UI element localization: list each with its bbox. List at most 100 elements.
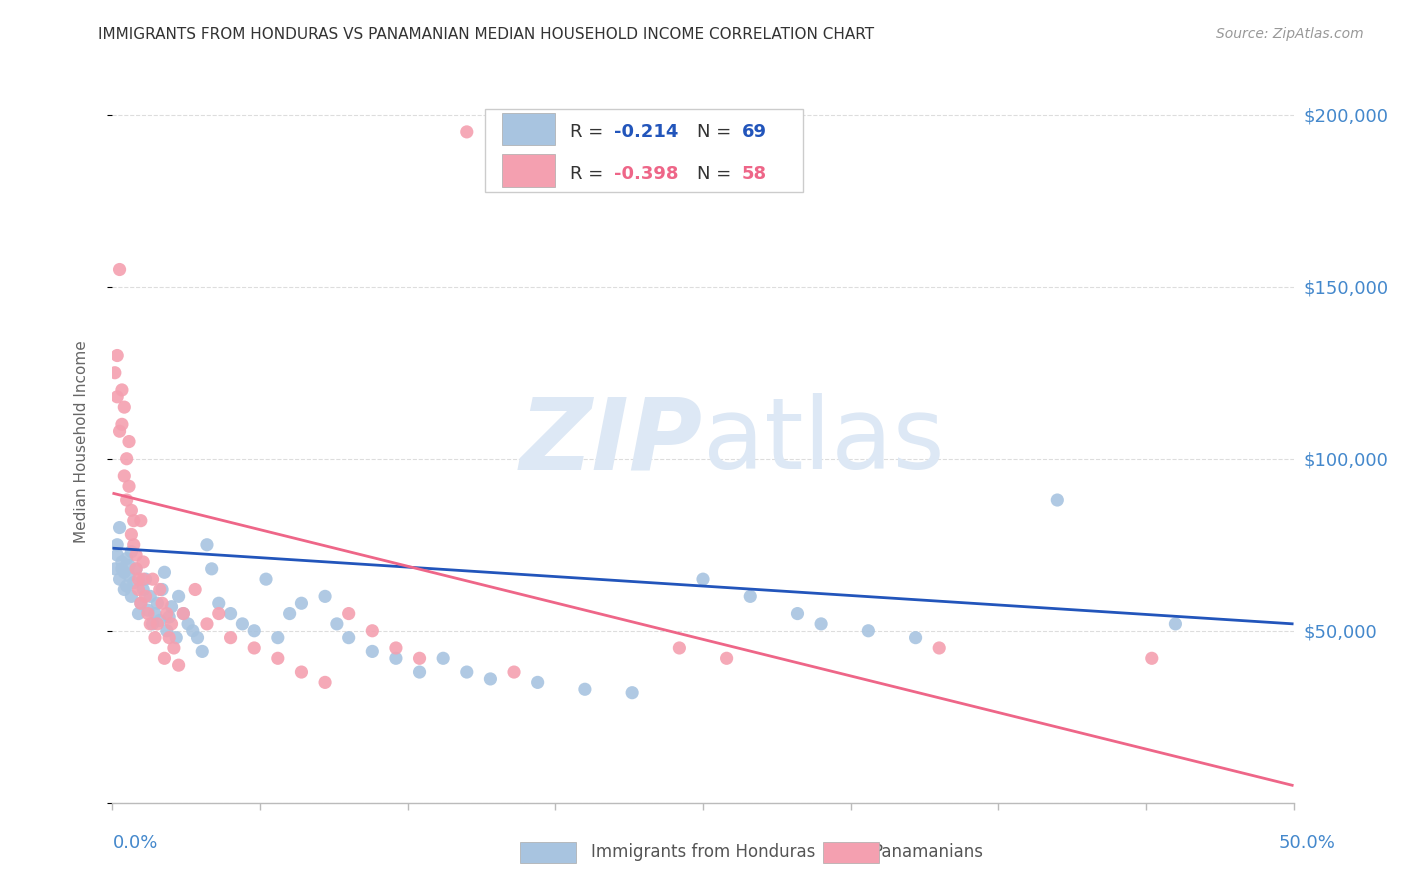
Point xyxy=(104,562,127,576)
Text: Source: ZipAtlas.com: Source: ZipAtlas.com xyxy=(1216,27,1364,41)
Point xyxy=(786,607,808,621)
Point xyxy=(1164,616,1187,631)
Point xyxy=(122,514,145,528)
Point xyxy=(129,596,152,610)
Point xyxy=(132,572,155,586)
Text: ZIP: ZIP xyxy=(520,393,703,490)
Point xyxy=(167,590,190,604)
Point xyxy=(456,665,478,679)
Point xyxy=(157,631,180,645)
Point xyxy=(184,582,207,597)
Point xyxy=(112,582,135,597)
Point xyxy=(108,262,131,277)
Text: Immigrants from Honduras: Immigrants from Honduras xyxy=(591,843,815,861)
Point xyxy=(108,424,131,438)
Point xyxy=(314,590,336,604)
Point xyxy=(125,562,148,576)
Point xyxy=(177,616,200,631)
Point xyxy=(150,596,173,610)
Point xyxy=(165,631,187,645)
Point xyxy=(120,503,142,517)
Point xyxy=(153,566,176,580)
FancyBboxPatch shape xyxy=(485,109,803,193)
Point xyxy=(132,582,155,597)
Point xyxy=(111,417,134,432)
Point xyxy=(361,644,384,658)
Text: Panamanians: Panamanians xyxy=(873,843,983,861)
Point xyxy=(120,527,142,541)
Point xyxy=(115,451,138,466)
Point xyxy=(156,607,179,621)
Text: 50.0%: 50.0% xyxy=(1279,834,1336,852)
Point xyxy=(361,624,384,638)
Point xyxy=(153,651,176,665)
Point xyxy=(181,624,204,638)
Point xyxy=(231,616,253,631)
FancyBboxPatch shape xyxy=(502,113,555,145)
Text: 0.0%: 0.0% xyxy=(112,834,157,852)
Point xyxy=(112,566,135,580)
Point xyxy=(118,434,141,449)
Point xyxy=(139,616,162,631)
Point xyxy=(127,607,149,621)
Point xyxy=(1140,651,1163,665)
Point xyxy=(219,607,242,621)
Point xyxy=(668,640,690,655)
Point xyxy=(118,568,141,582)
Point xyxy=(115,493,138,508)
Point xyxy=(201,562,224,576)
Point xyxy=(621,686,644,700)
Point xyxy=(267,651,290,665)
Point xyxy=(740,590,762,604)
Point xyxy=(112,469,135,483)
Point xyxy=(104,366,127,380)
Y-axis label: Median Household Income: Median Household Income xyxy=(75,340,89,543)
Point xyxy=(195,538,218,552)
Point xyxy=(108,520,131,534)
Point xyxy=(337,631,360,645)
Point xyxy=(125,548,148,562)
Text: N =: N = xyxy=(697,123,737,142)
FancyBboxPatch shape xyxy=(502,154,555,187)
Point xyxy=(692,572,714,586)
Point xyxy=(928,640,950,655)
Point xyxy=(105,390,128,404)
Point xyxy=(118,479,141,493)
Point xyxy=(146,596,169,610)
Point xyxy=(160,599,183,614)
Point xyxy=(290,596,312,610)
Point xyxy=(385,640,408,655)
Point xyxy=(326,616,349,631)
Point xyxy=(149,614,172,628)
Point xyxy=(195,616,218,631)
Point xyxy=(156,624,179,638)
Point xyxy=(314,675,336,690)
Point xyxy=(136,607,159,621)
Point xyxy=(150,582,173,597)
Point xyxy=(129,596,152,610)
Point xyxy=(125,562,148,576)
Point xyxy=(172,607,194,621)
Text: N =: N = xyxy=(697,165,737,183)
Point xyxy=(143,631,166,645)
Point xyxy=(278,607,301,621)
Text: R =: R = xyxy=(569,165,609,183)
Point xyxy=(129,514,152,528)
Point xyxy=(120,544,142,558)
Point xyxy=(118,558,141,573)
Point xyxy=(574,682,596,697)
Point xyxy=(122,575,145,590)
Point xyxy=(432,651,454,665)
Point xyxy=(105,349,128,363)
Point xyxy=(716,651,738,665)
Point xyxy=(146,616,169,631)
Point xyxy=(111,562,134,576)
Point xyxy=(254,572,277,586)
Text: IMMIGRANTS FROM HONDURAS VS PANAMANIAN MEDIAN HOUSEHOLD INCOME CORRELATION CHART: IMMIGRANTS FROM HONDURAS VS PANAMANIAN M… xyxy=(98,27,875,42)
Point xyxy=(810,616,832,631)
Point xyxy=(115,551,138,566)
Point xyxy=(503,665,526,679)
Point xyxy=(120,590,142,604)
Point xyxy=(139,590,162,604)
Point xyxy=(191,644,214,658)
